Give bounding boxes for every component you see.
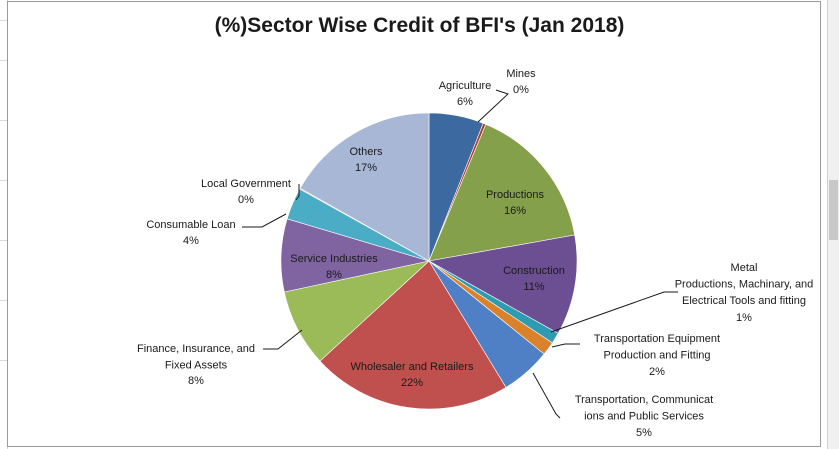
slice-label: Consumable Loan [146,219,235,231]
slice-label: Productions, Machinary, and [675,279,814,291]
scrollbar-thumb[interactable] [829,180,838,240]
slice-label: Fixed Assets [165,360,228,372]
slice-label: Wholesaler and Retailers [351,361,474,373]
slice-label: Metal [731,262,758,274]
slice-percent-label: 17% [355,162,377,174]
slice-percent-label: 2% [649,366,665,378]
leader-line [477,89,509,123]
pie-slice[interactable] [319,260,507,410]
slice-label: Mines [506,68,536,80]
slice-label: Electrical Tools and fitting [682,295,806,307]
vertical-scrollbar[interactable] [827,0,839,449]
leader-line [263,329,303,350]
slice-label: Others [349,146,383,158]
slice-percent-label: 8% [326,269,342,281]
leader-line [550,291,678,333]
slice-label: Transportation, Communicat [575,394,713,406]
slice-percent-label: 6% [457,96,473,108]
slice-percent-label: 1% [736,312,752,324]
slice-percent-label: 11% [523,281,544,293]
pie-slice[interactable] [299,112,430,262]
slice-percent-label: 22% [401,377,423,389]
slice-percent-label: 5% [636,427,652,439]
slice-label: Service Industries [290,253,378,265]
pie-slices [280,112,578,410]
slice-percent-label: 4% [183,235,199,247]
slice-percent-label: 0% [513,84,529,96]
leader-line [532,372,561,419]
leader-line [295,184,300,201]
slice-percent-label: 0% [238,194,254,206]
slice-label: Finance, Insurance, and [137,343,255,355]
slice-label: ions and Public Services [584,411,704,423]
slice-percent-label: 8% [188,375,204,387]
slice-label: Productions [486,189,545,201]
chart-title: (%)Sector Wise Credit of BFI's (Jan 2018… [214,14,625,37]
slice-percent-label: 16% [504,205,526,217]
leader-line [551,343,580,348]
slice-label: Transportation Equipment [594,333,720,345]
slice-label: Local Government [201,178,291,190]
leader-line [242,213,287,228]
slice-label: Production and Fitting [603,350,710,362]
slice-label: Construction [503,265,565,277]
leader-lines [242,89,678,419]
pie-slice[interactable] [428,123,576,262]
slice-label: Agriculture [439,80,492,92]
slice-labels: Agriculture 6% Mines 0% Productions 16% Constr… [137,68,813,439]
